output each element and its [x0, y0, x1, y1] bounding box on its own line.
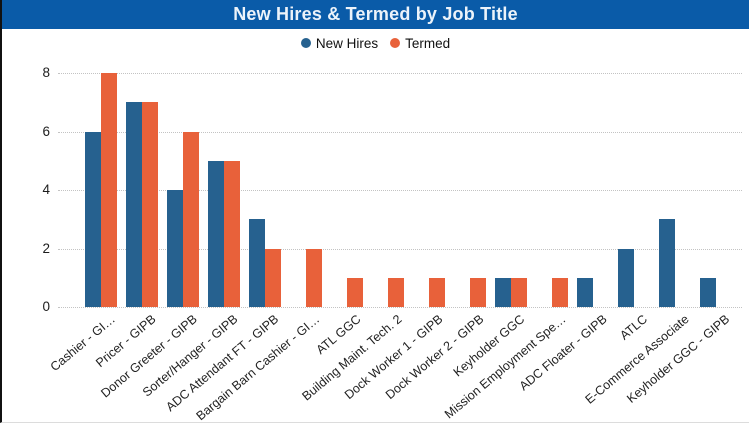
bar-new-hires[interactable]: [699, 277, 716, 307]
chart-title-banner: New Hires & Termed by Job Title: [2, 0, 749, 29]
bar-new-hires[interactable]: [576, 277, 593, 307]
bar-termed[interactable]: [223, 160, 240, 307]
bar-termed[interactable]: [305, 248, 322, 307]
bar-new-hires[interactable]: [494, 277, 511, 307]
bar-termed[interactable]: [182, 131, 199, 307]
y-axis-tick-label: 0: [42, 299, 50, 314]
bar-new-hires[interactable]: [84, 131, 101, 307]
bar-termed[interactable]: [428, 277, 445, 307]
bar-new-hires[interactable]: [125, 102, 142, 307]
bar-new-hires[interactable]: [617, 248, 634, 307]
bar-termed[interactable]: [264, 248, 281, 307]
legend-color-dot-icon: [300, 38, 311, 48]
legend-color-dot-icon: [390, 38, 401, 48]
y-axis-tick-label: 2: [42, 240, 50, 256]
bar-new-hires[interactable]: [248, 219, 265, 307]
legend-item-termed[interactable]: Termed: [390, 36, 450, 51]
chart-title: New Hires & Termed by Job Title: [233, 4, 518, 24]
bar-termed[interactable]: [469, 277, 486, 307]
y-gridline: [58, 73, 742, 74]
bar-new-hires[interactable]: [207, 160, 224, 307]
y-axis-tick-label: 8: [42, 65, 50, 80]
bar-termed[interactable]: [551, 277, 568, 307]
bar-new-hires[interactable]: [658, 219, 675, 307]
bar-termed[interactable]: [510, 277, 527, 307]
y-gridline: [58, 190, 742, 191]
y-gridline: [58, 307, 742, 308]
x-axis-category-label: ATLC: [617, 312, 651, 343]
bar-termed[interactable]: [387, 277, 404, 307]
legend-label: Termed: [405, 35, 451, 51]
legend-item-new-hires[interactable]: New Hires: [300, 35, 379, 51]
y-gridline: [58, 248, 742, 250]
y-gridline: [58, 131, 742, 133]
bar-termed[interactable]: [100, 73, 117, 307]
legend-label: New Hires: [315, 35, 379, 51]
chart-legend: New Hires Termed: [2, 33, 749, 53]
bar-termed[interactable]: [346, 277, 363, 307]
bar-termed[interactable]: [141, 102, 158, 307]
y-axis-tick-label: 6: [42, 123, 50, 139]
y-axis-tick-label: 4: [42, 182, 50, 197]
bar-new-hires[interactable]: [166, 190, 183, 307]
